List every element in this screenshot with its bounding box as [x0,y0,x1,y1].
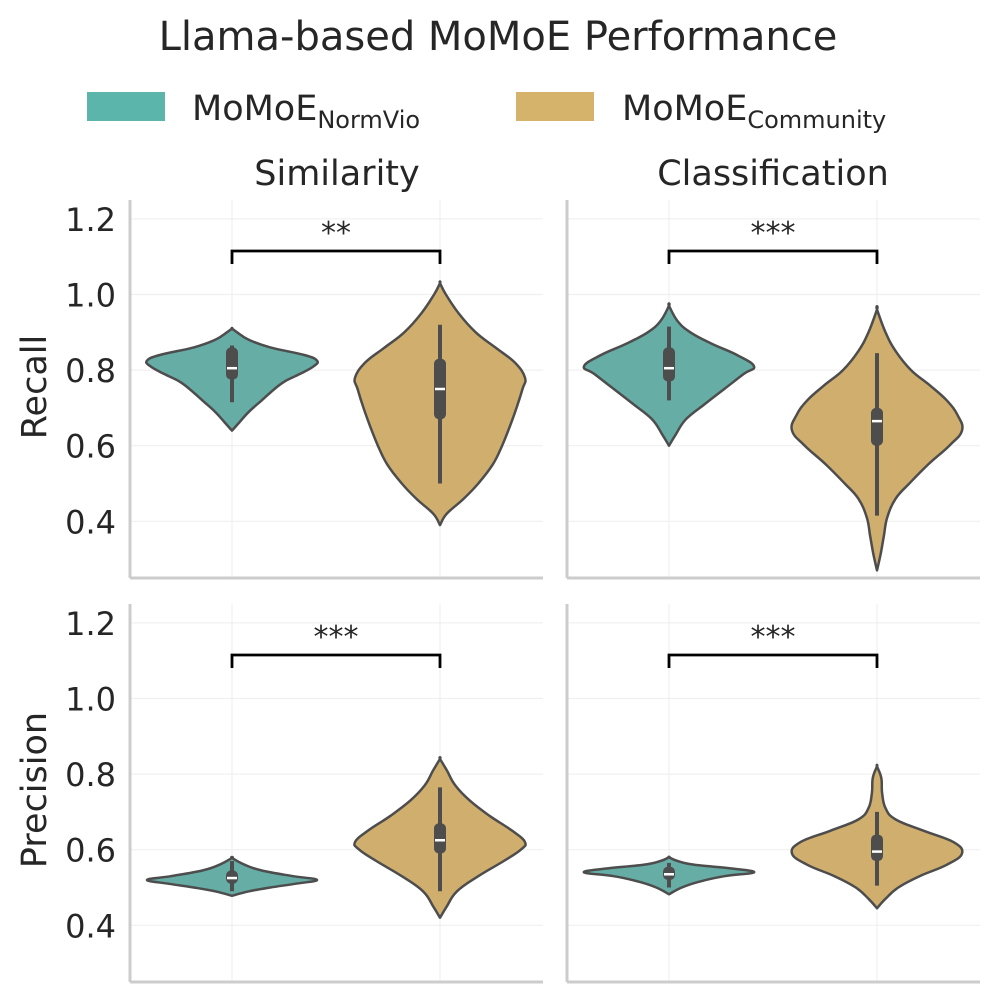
row-label-precision: Precision [15,712,55,868]
legend-label-normvio: MoMoENormVio [192,89,420,134]
row-label-recall: Recall [15,335,55,439]
y-tick-label: 1.2 [65,605,116,643]
panel-precision-classification: *** [565,604,980,984]
violin-iqr-box [871,407,883,446]
chart-title: Llama-based MoMoE Performance [159,14,838,60]
significance-bracket [230,249,442,264]
violin-iqr-box [434,823,446,854]
y-tick-label: 1.2 [65,201,116,239]
legend-label-community: MoMoECommunity [622,89,886,134]
significance-bracket [230,653,442,668]
y-tick-label: 1.0 [65,681,116,719]
significance-bracket [667,653,879,668]
y-tick-label: 0.4 [65,907,116,945]
significance-label: ** [321,216,351,251]
significance-label: *** [314,620,359,655]
significance-label: *** [751,620,796,655]
y-tick-label: 0.6 [65,428,116,466]
y-tick-label: 0.4 [65,503,116,541]
legend: MoMoENormVio MoMoECommunity [87,89,886,134]
significance-label: *** [751,216,796,251]
legend-swatch-community [516,92,594,121]
panel-recall-similarity: ** [128,200,543,580]
significance-bracket [667,249,879,264]
column-title-classification: Classification [657,154,889,194]
y-tick-label: 1.0 [65,277,116,315]
y-tick-label: 0.8 [65,352,116,390]
panel-recall-classification: *** [565,200,980,580]
violin-iqr-box [871,834,883,862]
violin-iqr-box [226,347,238,380]
column-title-similarity: Similarity [254,154,419,194]
y-ticks-recall: 0.4 0.6 0.8 1.0 1.2 [65,201,116,541]
y-tick-label: 0.8 [65,756,116,794]
y-ticks-precision: 0.4 0.6 0.8 1.0 1.2 [65,605,116,945]
legend-swatch-normvio [87,92,165,121]
panel-precision-similarity: *** [128,604,543,984]
y-tick-label: 0.6 [65,832,116,870]
violin-iqr-box [663,347,675,382]
